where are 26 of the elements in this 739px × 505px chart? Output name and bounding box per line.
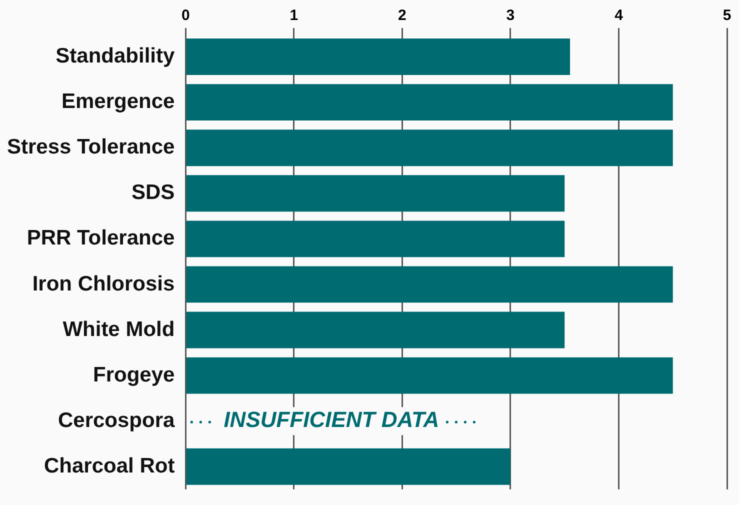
y-tick-label: Cercospora — [58, 408, 176, 432]
bar — [186, 130, 673, 166]
y-tick-label: Stress Tolerance — [6, 136, 175, 159]
bar — [186, 357, 673, 394]
x-tick-label: 1 — [290, 7, 298, 24]
y-tick-label: PRR Tolerance — [26, 226, 175, 250]
x-tick-label: 3 — [506, 7, 515, 24]
bar — [186, 448, 510, 485]
bar — [186, 312, 565, 348]
bar — [186, 175, 565, 212]
annotation: INSUFFICIENT DATA — [224, 407, 440, 432]
bar — [186, 266, 673, 303]
x-tick-label: 5 — [722, 7, 732, 24]
y-tick-label: Frogeye — [92, 363, 175, 386]
bar — [186, 84, 673, 121]
x-tick-label: 0 — [182, 7, 190, 24]
y-tick-label: Charcoal Rot — [44, 454, 175, 478]
x-tick-label: 2 — [398, 7, 406, 24]
x-tick-label: 4 — [614, 7, 624, 24]
y-tick-label: White Mold — [62, 318, 175, 341]
y-tick-label: Emergence — [61, 90, 175, 114]
bar — [186, 220, 565, 258]
bar — [186, 38, 570, 75]
y-tick-label: SDS — [132, 181, 175, 204]
y-tick-label: Standability — [56, 44, 175, 68]
y-tick-label: Iron Chlorosis — [32, 272, 175, 296]
